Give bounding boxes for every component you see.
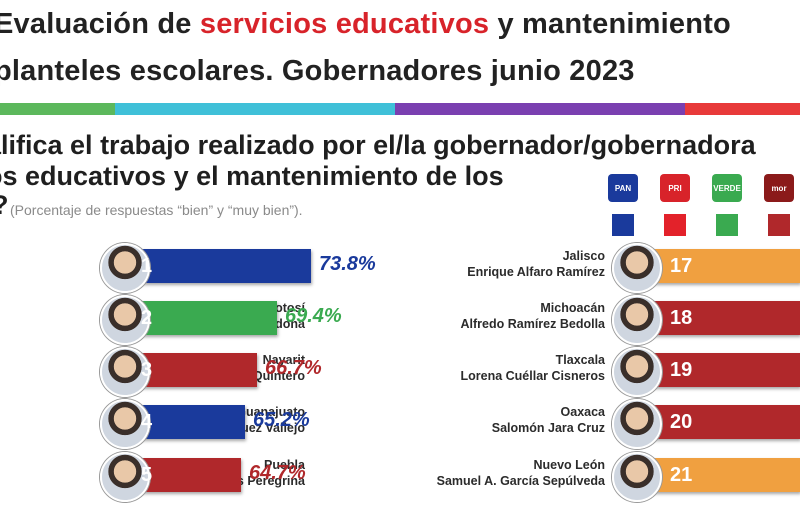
governor-name: Lorena Cuéllar Cisneros: [460, 369, 606, 383]
state-name: Nayarit: [262, 353, 305, 367]
value-label: 64.7%: [249, 462, 306, 484]
rank-number: 3: [141, 359, 153, 381]
bar: [640, 353, 800, 387]
governor-label: Jalisco Enrique Alfaro Ramírez: [467, 248, 605, 280]
color-band-segment: [0, 103, 115, 115]
state-name: Guanajuato: [236, 405, 305, 419]
bar: [128, 249, 311, 283]
question-line-2: os educativos y el mantenimiento de los: [0, 161, 504, 191]
legend-item-pan: PAN: [606, 174, 646, 238]
pri-logo-icon: PRI: [660, 174, 690, 202]
rank-number: 17: [670, 255, 693, 277]
color-band-segment: [255, 103, 395, 115]
governor-photo: [100, 452, 150, 502]
legend-swatch: [716, 214, 738, 236]
morena-logo-icon: mor: [764, 174, 794, 202]
bar: [128, 301, 277, 335]
bar: [640, 301, 800, 335]
question-line-1: alifica el trabajo realizado por el/la g…: [0, 130, 756, 160]
governor-photo: [612, 243, 662, 293]
rank-number: 2: [141, 307, 153, 329]
value-label: 66.7%: [265, 357, 322, 379]
rank-number: 5: [141, 464, 153, 486]
governor-photo: [100, 347, 150, 397]
color-band-segment: [540, 103, 685, 115]
governor-photo: [612, 399, 662, 449]
governor-label: Guanajuato guez Vallejo: [233, 404, 305, 436]
color-band-segment: [115, 103, 255, 115]
governor-name: Samuel A. García Sepúlveda: [436, 474, 605, 488]
rank-number: 18: [670, 307, 693, 329]
state-name: Michoacán: [540, 301, 605, 315]
governor-name: s Peregrina: [236, 474, 305, 488]
governor-name: Alfredo Ramírez Bedolla: [460, 317, 605, 331]
ranking-row: Nayarit ro Quintero 3 66.7%: [0, 347, 400, 397]
governor-label: Tlaxcala Lorena Cuéllar Cisneros: [461, 352, 606, 384]
state-name: Puebla: [264, 458, 305, 472]
governor-label: Puebla s Peregrina: [237, 457, 305, 489]
state-name: Oaxaca: [560, 405, 605, 419]
governor-photo: [100, 295, 150, 345]
ranking-row: Guanajuato guez Vallejo 4 65.2%: [0, 399, 400, 449]
title-line-1: Evaluación de servicios educativos y man…: [0, 8, 731, 40]
governor-label: Nuevo León Samuel A. García Sepúlveda: [437, 457, 605, 489]
governor-photo: [100, 399, 150, 449]
value-label: 69.4%: [285, 305, 342, 327]
governor-photo: [612, 452, 662, 502]
bar: [640, 458, 800, 492]
question-mark: ?: [0, 190, 9, 221]
color-band: [0, 103, 800, 115]
governor-name: guez Vallejo: [233, 421, 305, 435]
state-name: Nuevo León: [533, 458, 605, 472]
rank-number: 20: [670, 411, 693, 433]
governor-photo: [612, 347, 662, 397]
verde-logo-icon: VERDE: [712, 174, 742, 202]
ranking-row: Puebla s Peregrina 5 64.7%: [0, 452, 400, 502]
pan-logo-icon: PAN: [608, 174, 638, 202]
value-label: 73.8%: [319, 253, 376, 275]
governor-photo: [612, 295, 662, 345]
legend-swatch: [664, 214, 686, 236]
governor-label: Oaxaca Salomón Jara Cruz: [492, 404, 605, 436]
state-name: Tlaxcala: [555, 353, 605, 367]
bar: [640, 249, 800, 283]
rank-number: 21: [670, 464, 693, 486]
governor-name: Salomón Jara Cruz: [491, 421, 605, 435]
chart-note: (Porcentaje de respuestas “bien” y “muy …: [10, 202, 303, 218]
legend-item-morena: mor: [762, 174, 800, 238]
title-line-2: planteles escolares. Gobernadores junio …: [0, 55, 635, 87]
color-band-segment: [685, 103, 800, 115]
rank-number: 4: [141, 411, 153, 433]
legend-item-pri: PRI: [658, 174, 698, 238]
legend-swatch: [768, 214, 790, 236]
rank-number: 1: [141, 255, 153, 277]
title-highlight: servicios educativos: [199, 8, 490, 40]
state-name: Jalisco: [562, 249, 605, 263]
value-label: 65.2%: [253, 409, 310, 431]
governor-label: Michoacán Alfredo Ramírez Bedolla: [461, 300, 605, 332]
color-band-segment: [395, 103, 540, 115]
rank-number: 19: [670, 359, 693, 381]
legend-item-verde: VERDE: [710, 174, 750, 238]
legend-swatch: [612, 214, 634, 236]
governor-photo: [100, 243, 150, 293]
governor-name: Enrique Alfaro Ramírez: [467, 265, 605, 279]
ranking-row: Yucatáno Vila Dosal173.8%: [0, 243, 400, 293]
bar: [640, 405, 800, 439]
